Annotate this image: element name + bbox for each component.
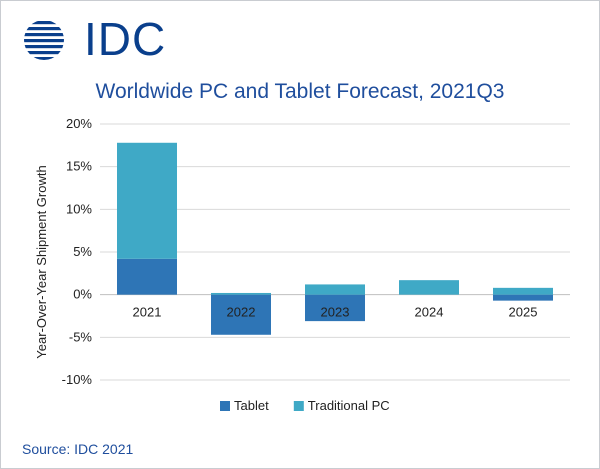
- bar-traditional-pc: [399, 280, 459, 295]
- logo-text: IDC: [84, 13, 167, 65]
- bar-traditional-pc: [211, 292, 271, 295]
- legend-swatch: [293, 401, 304, 411]
- bar-tablet: [493, 294, 553, 301]
- x-tick-label: 2025: [509, 305, 538, 320]
- bar-tablet: [305, 294, 365, 322]
- y-tick-label: 5%: [73, 244, 92, 259]
- x-tick-label: 2021: [133, 305, 162, 320]
- x-tick-label: 2023: [321, 305, 350, 320]
- bar-traditional-pc: [305, 284, 365, 295]
- bar-tablet: [117, 258, 177, 295]
- bar-traditional-pc: [493, 287, 553, 295]
- source-note: Source: IDC 2021: [22, 441, 134, 457]
- y-tick-label: 10%: [66, 201, 92, 216]
- legend-label: Traditional PC: [308, 398, 390, 413]
- y-tick-label: 20%: [66, 116, 92, 131]
- x-tick-label: 2022: [227, 305, 256, 320]
- legend-swatch: [220, 401, 230, 411]
- y-tick-label: 15%: [66, 159, 92, 174]
- idc-logo: IDC: [22, 14, 165, 64]
- y-axis-title: Year-Over-Year Shipment Growth: [34, 165, 49, 358]
- y-tick-label: -5%: [69, 329, 93, 344]
- chart-title: Worldwide PC and Tablet Forecast, 2021Q3: [95, 80, 505, 103]
- y-tick-label: -10%: [62, 372, 93, 387]
- bar-traditional-pc: [117, 142, 177, 259]
- legend-label: Tablet: [234, 398, 269, 413]
- bar-tablet: [211, 294, 271, 335]
- y-tick-label: 0%: [73, 287, 92, 302]
- x-tick-label: 2024: [415, 305, 444, 320]
- globe-icon: [24, 21, 64, 60]
